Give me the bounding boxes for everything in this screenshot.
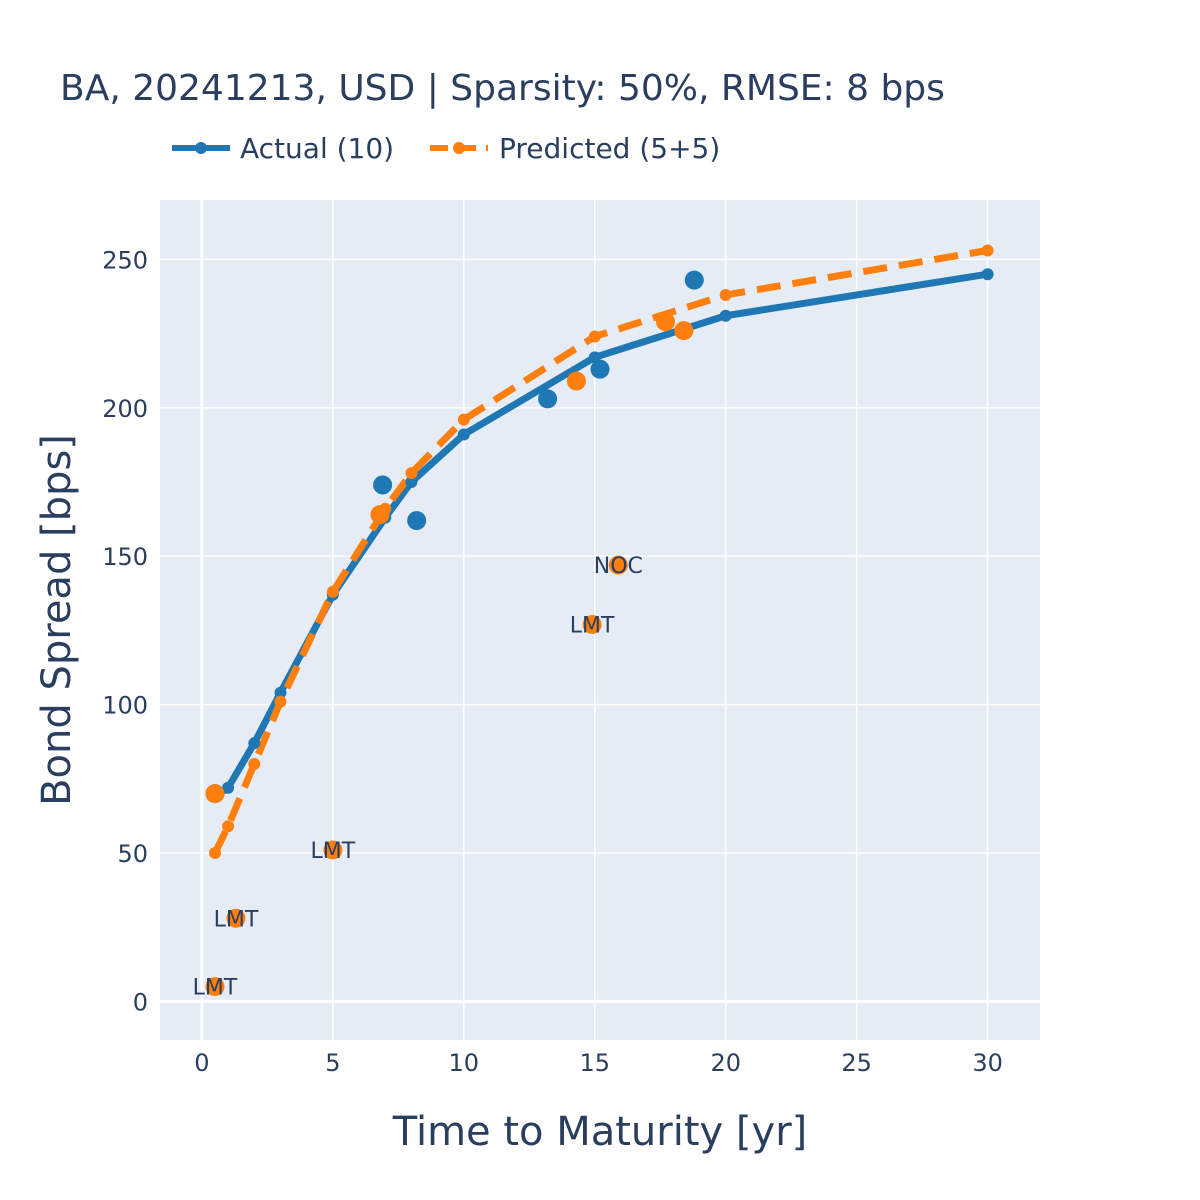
y-tick-labels: 0 50 100 150 200 250 <box>102 246 148 1016</box>
gridlines <box>160 200 1040 1040</box>
predicted-bond-point <box>566 371 586 391</box>
actual-bond-point <box>373 475 393 495</box>
predicted-bond-point <box>205 977 225 997</box>
legend-item-actual[interactable]: Actual (10) <box>172 132 394 165</box>
y-tick-label: 50 <box>117 840 148 868</box>
predicted-bond-point <box>370 505 390 525</box>
predicted-bond-point <box>205 784 225 804</box>
x-tick-label: 25 <box>841 1049 872 1077</box>
actual-bond-point <box>684 270 704 290</box>
y-tick-label: 150 <box>102 543 148 571</box>
bond-points <box>205 270 704 997</box>
y-tick-label: 200 <box>102 395 148 423</box>
predicted-curve-point <box>222 820 235 833</box>
bond-issuer-label: LMT <box>570 613 615 638</box>
x-axis-title: Time to Maturity [yr] <box>392 1109 808 1155</box>
actual-curve-point <box>405 475 418 488</box>
predicted-curve-point <box>719 288 732 301</box>
x-tick-label: 30 <box>972 1049 1003 1077</box>
x-tick-label: 0 <box>194 1049 209 1077</box>
legend[interactable]: Actual (10) Predicted (5+5) <box>172 132 720 165</box>
predicted-curve-point <box>405 467 418 480</box>
actual-curve-point <box>719 309 732 322</box>
predicted-curve-point <box>248 757 261 770</box>
actual-curve-point <box>457 428 470 441</box>
x-tick-label: 5 <box>325 1049 340 1077</box>
legend-actual-marker <box>195 142 207 154</box>
predicted-curve-point <box>457 413 470 426</box>
bond-labels: NOC LMT LMT LMT LMT <box>193 554 643 1000</box>
y-tick-label: 0 <box>133 988 148 1016</box>
x-tick-labels: 0 5 10 15 20 25 30 <box>194 1049 1003 1077</box>
y-axis-title: Bond Spread [bps] <box>34 434 80 806</box>
chart-title: BA, 20241213, USD | Sparsity: 50%, RMSE:… <box>60 68 945 109</box>
predicted-bond-point <box>608 555 628 575</box>
legend-predicted-label: Predicted (5+5) <box>499 132 720 165</box>
actual-bond-point <box>538 389 558 409</box>
bond-issuer-label: NOC <box>594 554 643 579</box>
predicted-curve-point <box>326 585 339 598</box>
bond-issuer-label: LMT <box>193 976 238 1001</box>
actual-bond-point <box>407 511 427 531</box>
x-tick-label: 15 <box>579 1049 610 1077</box>
legend-actual-label: Actual (10) <box>240 132 394 165</box>
y-tick-label: 250 <box>102 246 148 274</box>
predicted-curve-point <box>588 330 601 343</box>
actual-curve-point <box>981 268 994 281</box>
actual-curve-point <box>222 781 235 794</box>
predicted-bond-point <box>226 908 246 928</box>
predicted-bond-point <box>323 840 343 860</box>
predicted-curve-point <box>981 244 994 257</box>
actual-curve-point <box>274 686 287 699</box>
predicted-bond-point <box>655 312 675 332</box>
y-tick-label: 100 <box>102 692 148 720</box>
predicted-curve-point <box>209 847 221 860</box>
x-tick-label: 20 <box>710 1049 741 1077</box>
legend-item-predicted[interactable]: Predicted (5+5) <box>430 132 720 165</box>
predicted-curve-line <box>211 247 989 855</box>
actual-curve-point <box>248 737 261 750</box>
predicted-bond-point <box>582 614 602 634</box>
bond-issuer-label: LMT <box>311 839 356 864</box>
predicted-curve-point <box>274 695 287 708</box>
predicted-bond-point <box>674 321 694 341</box>
x-tick-label: 10 <box>449 1049 480 1077</box>
actual-bond-point <box>590 359 610 379</box>
bond-issuer-label: LMT <box>214 907 259 932</box>
legend-predicted-marker <box>453 142 465 154</box>
